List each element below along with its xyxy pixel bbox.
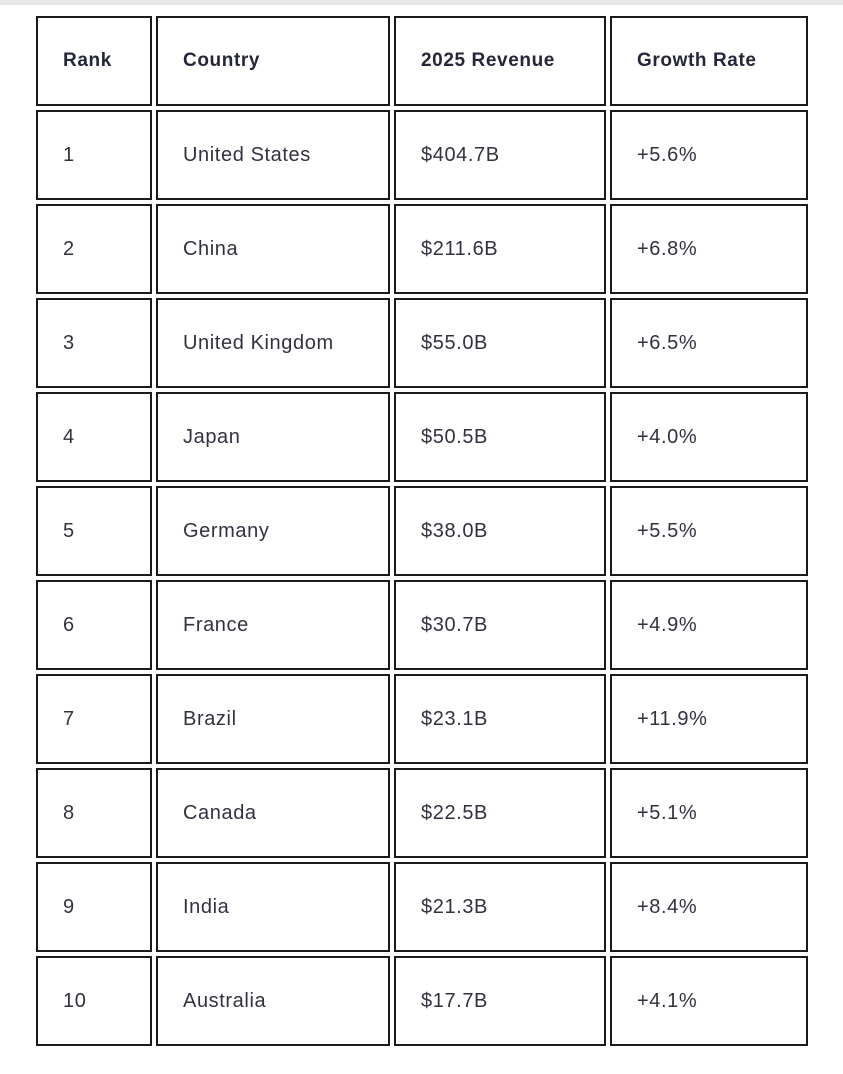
header-row: Rank Country 2025 Revenue Growth Rate xyxy=(36,16,808,106)
table-row: 9 India $21.3B +8.4% xyxy=(36,862,808,952)
revenue-cell: $21.3B xyxy=(394,862,606,952)
column-header-rank: Rank xyxy=(36,16,152,106)
country-cell: Canada xyxy=(156,768,390,858)
country-cell: Australia xyxy=(156,956,390,1046)
country-cell: France xyxy=(156,580,390,670)
growth-cell: +5.1% xyxy=(610,768,808,858)
country-cell: Brazil xyxy=(156,674,390,764)
revenue-cell: $22.5B xyxy=(394,768,606,858)
table-row: 6 France $30.7B +4.9% xyxy=(36,580,808,670)
rank-cell: 8 xyxy=(36,768,152,858)
revenue-cell: $38.0B xyxy=(394,486,606,576)
growth-cell: +4.1% xyxy=(610,956,808,1046)
growth-cell: +4.9% xyxy=(610,580,808,670)
revenue-cell: $211.6B xyxy=(394,204,606,294)
table-row: 4 Japan $50.5B +4.0% xyxy=(36,392,808,482)
table-row: 2 China $211.6B +6.8% xyxy=(36,204,808,294)
rank-cell: 3 xyxy=(36,298,152,388)
column-header-country: Country xyxy=(156,16,390,106)
country-cell: Japan xyxy=(156,392,390,482)
revenue-cell: $23.1B xyxy=(394,674,606,764)
table-row: 1 United States $404.7B +5.6% xyxy=(36,110,808,200)
revenue-cell: $17.7B xyxy=(394,956,606,1046)
country-cell: China xyxy=(156,204,390,294)
rank-cell: 1 xyxy=(36,110,152,200)
table-row: 3 United Kingdom $55.0B +6.5% xyxy=(36,298,808,388)
growth-cell: +4.0% xyxy=(610,392,808,482)
country-cell: Germany xyxy=(156,486,390,576)
table-row: 7 Brazil $23.1B +11.9% xyxy=(36,674,808,764)
country-cell: United States xyxy=(156,110,390,200)
rank-cell: 7 xyxy=(36,674,152,764)
country-cell: India xyxy=(156,862,390,952)
growth-cell: +6.8% xyxy=(610,204,808,294)
revenue-cell: $404.7B xyxy=(394,110,606,200)
table-row: 8 Canada $22.5B +5.1% xyxy=(36,768,808,858)
table-row: 5 Germany $38.0B +5.5% xyxy=(36,486,808,576)
rank-cell: 10 xyxy=(36,956,152,1046)
country-revenue-table: Rank Country 2025 Revenue Growth Rate 1 … xyxy=(32,12,812,1050)
rank-cell: 5 xyxy=(36,486,152,576)
rank-cell: 2 xyxy=(36,204,152,294)
growth-cell: +5.5% xyxy=(610,486,808,576)
growth-cell: +8.4% xyxy=(610,862,808,952)
rank-cell: 9 xyxy=(36,862,152,952)
revenue-cell: $50.5B xyxy=(394,392,606,482)
top-edge-strip xyxy=(0,0,843,5)
rank-cell: 4 xyxy=(36,392,152,482)
column-header-growth: Growth Rate xyxy=(610,16,808,106)
growth-cell: +5.6% xyxy=(610,110,808,200)
revenue-cell: $55.0B xyxy=(394,298,606,388)
table-row: 10 Australia $17.7B +4.1% xyxy=(36,956,808,1046)
column-header-revenue: 2025 Revenue xyxy=(394,16,606,106)
revenue-cell: $30.7B xyxy=(394,580,606,670)
growth-cell: +11.9% xyxy=(610,674,808,764)
country-cell: United Kingdom xyxy=(156,298,390,388)
growth-cell: +6.5% xyxy=(610,298,808,388)
rank-cell: 6 xyxy=(36,580,152,670)
